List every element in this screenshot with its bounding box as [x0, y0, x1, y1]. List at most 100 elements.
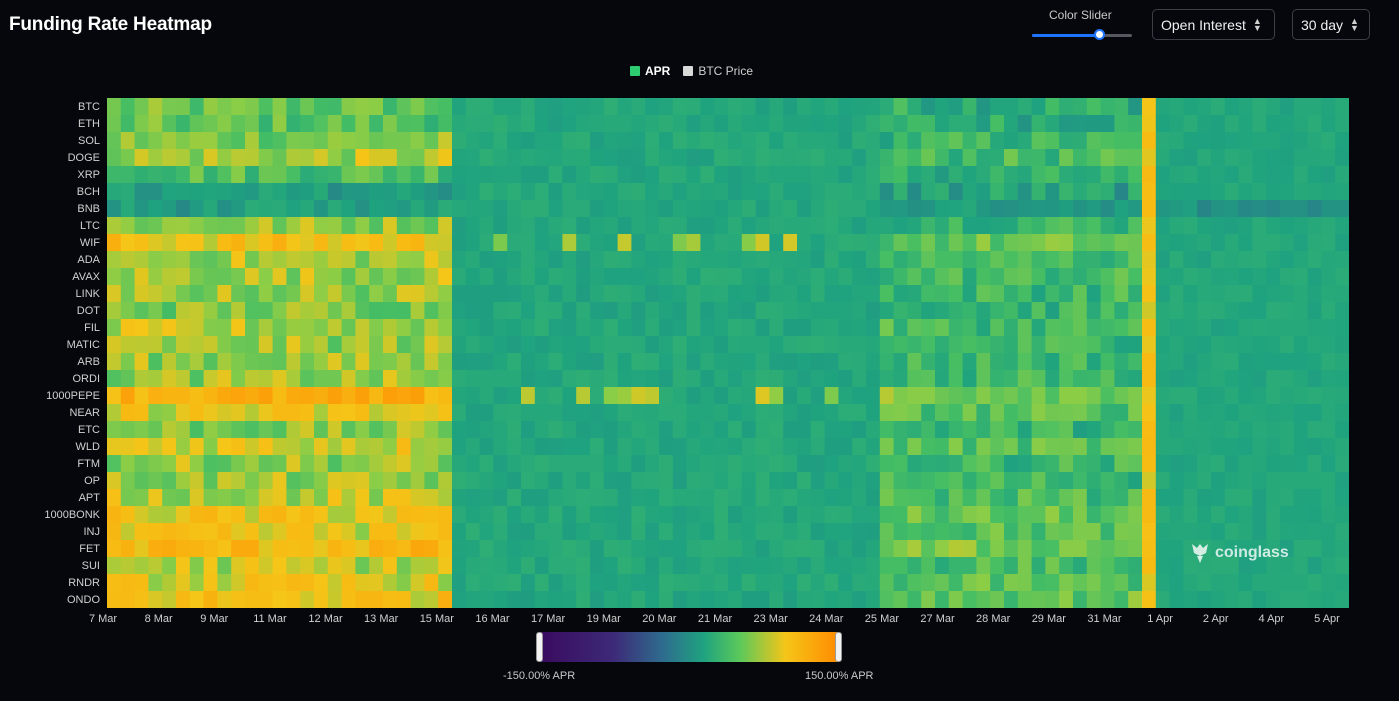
heatmap-cell[interactable] [272, 285, 287, 303]
heatmap-cell[interactable] [507, 183, 522, 201]
heatmap-cell[interactable] [1128, 183, 1143, 201]
heatmap-cell[interactable] [962, 115, 977, 133]
heatmap-cell[interactable] [245, 370, 260, 388]
heatmap-cell[interactable] [424, 438, 439, 456]
heatmap-cell[interactable] [410, 217, 425, 235]
heatmap-cell[interactable] [217, 234, 232, 252]
heatmap-cell[interactable] [948, 200, 964, 218]
heatmap-cell[interactable] [1073, 472, 1088, 490]
heatmap-cell[interactable] [120, 319, 136, 337]
heatmap-cell[interactable] [1086, 183, 1102, 201]
heatmap-cell[interactable] [300, 421, 315, 439]
heatmap-cell[interactable] [603, 438, 619, 456]
heatmap-cell[interactable] [1321, 115, 1336, 133]
heatmap-cell[interactable] [258, 353, 274, 371]
heatmap-cell[interactable] [286, 183, 301, 201]
heatmap-cell[interactable] [493, 132, 508, 150]
heatmap-cell[interactable] [1155, 370, 1171, 388]
heatmap-cell[interactable] [1280, 370, 1295, 388]
heatmap-cell[interactable] [590, 268, 605, 286]
heatmap-cell[interactable] [534, 319, 550, 337]
heatmap-cell[interactable] [231, 455, 246, 473]
heatmap-cell[interactable] [1100, 506, 1115, 524]
heatmap-cell[interactable] [921, 540, 936, 558]
heatmap-cell[interactable] [507, 285, 522, 303]
heatmap-cell[interactable] [1224, 115, 1240, 133]
heatmap-cell[interactable] [576, 404, 591, 422]
heatmap-cell[interactable] [1335, 166, 1349, 184]
heatmap-cell[interactable] [1073, 183, 1088, 201]
heatmap-cell[interactable] [383, 149, 398, 167]
heatmap-cell[interactable] [728, 387, 743, 405]
heatmap-cell[interactable] [217, 438, 232, 456]
heatmap-cell[interactable] [1017, 353, 1033, 371]
heatmap-cell[interactable] [562, 455, 577, 473]
heatmap-cell[interactable] [824, 489, 839, 507]
heatmap-cell[interactable] [824, 115, 839, 133]
heatmap-cell[interactable] [314, 489, 329, 507]
heatmap-cell[interactable] [810, 353, 826, 371]
heatmap-cell[interactable] [700, 217, 715, 235]
heatmap-cell[interactable] [1142, 523, 1157, 541]
heatmap-cell[interactable] [548, 336, 563, 354]
heatmap-cell[interactable] [1252, 336, 1267, 354]
heatmap-cell[interactable] [189, 574, 205, 592]
heatmap-cell[interactable] [1211, 421, 1226, 439]
heatmap-cell[interactable] [741, 557, 757, 575]
heatmap-cell[interactable] [383, 132, 398, 150]
heatmap-cell[interactable] [438, 506, 453, 524]
heatmap-cell[interactable] [603, 574, 619, 592]
heatmap-cell[interactable] [1335, 98, 1349, 116]
heatmap-cell[interactable] [741, 472, 757, 490]
heatmap-cell[interactable] [1031, 217, 1046, 235]
heatmap-cell[interactable] [976, 166, 991, 184]
heatmap-cell[interactable] [893, 557, 908, 575]
heatmap-cell[interactable] [879, 353, 895, 371]
heatmap-cell[interactable] [1238, 183, 1253, 201]
heatmap-cell[interactable] [383, 353, 398, 371]
heatmap-cell[interactable] [590, 115, 605, 133]
heatmap-cell[interactable] [203, 302, 218, 320]
heatmap-cell[interactable] [769, 166, 784, 184]
heatmap-cell[interactable] [824, 404, 839, 422]
heatmap-cell[interactable] [603, 387, 619, 405]
heatmap-cell[interactable] [286, 387, 301, 405]
heatmap-cell[interactable] [189, 217, 205, 235]
heatmap-cell[interactable] [769, 387, 784, 405]
heatmap-cell[interactable] [866, 370, 881, 388]
heatmap-cell[interactable] [1155, 336, 1171, 354]
heatmap-cell[interactable] [1252, 472, 1267, 490]
heatmap-cell[interactable] [562, 115, 577, 133]
heatmap-cell[interactable] [314, 353, 329, 371]
heatmap-cell[interactable] [272, 370, 287, 388]
heatmap-cell[interactable] [286, 421, 301, 439]
heatmap-cell[interactable] [714, 353, 729, 371]
heatmap-cell[interactable] [479, 472, 494, 490]
heatmap-cell[interactable] [1114, 319, 1129, 337]
heatmap-cell[interactable] [1114, 217, 1129, 235]
heatmap-cell[interactable] [534, 472, 550, 490]
heatmap-cell[interactable] [1211, 387, 1226, 405]
heatmap-cell[interactable] [493, 455, 508, 473]
heatmap-cell[interactable] [148, 557, 163, 575]
heatmap-cell[interactable] [1224, 370, 1240, 388]
heatmap-cell[interactable] [1293, 574, 1309, 592]
heatmap-cell[interactable] [176, 336, 191, 354]
heatmap-cell[interactable] [369, 132, 384, 150]
heatmap-cell[interactable] [645, 319, 660, 337]
heatmap-cell[interactable] [231, 574, 246, 592]
heatmap-cell[interactable] [410, 166, 425, 184]
heatmap-cell[interactable] [769, 404, 784, 422]
heatmap-cell[interactable] [948, 336, 964, 354]
heatmap-cell[interactable] [879, 132, 895, 150]
heatmap-cell[interactable] [1224, 421, 1240, 439]
heatmap-cell[interactable] [327, 489, 343, 507]
heatmap-cell[interactable] [755, 251, 770, 269]
heatmap-cell[interactable] [797, 489, 812, 507]
heatmap-cell[interactable] [1211, 319, 1226, 337]
heatmap-cell[interactable] [1004, 98, 1019, 116]
heatmap-cell[interactable] [521, 421, 536, 439]
heatmap-cell[interactable] [272, 574, 287, 592]
heatmap-cell[interactable] [176, 421, 191, 439]
heatmap-cell[interactable] [893, 438, 908, 456]
